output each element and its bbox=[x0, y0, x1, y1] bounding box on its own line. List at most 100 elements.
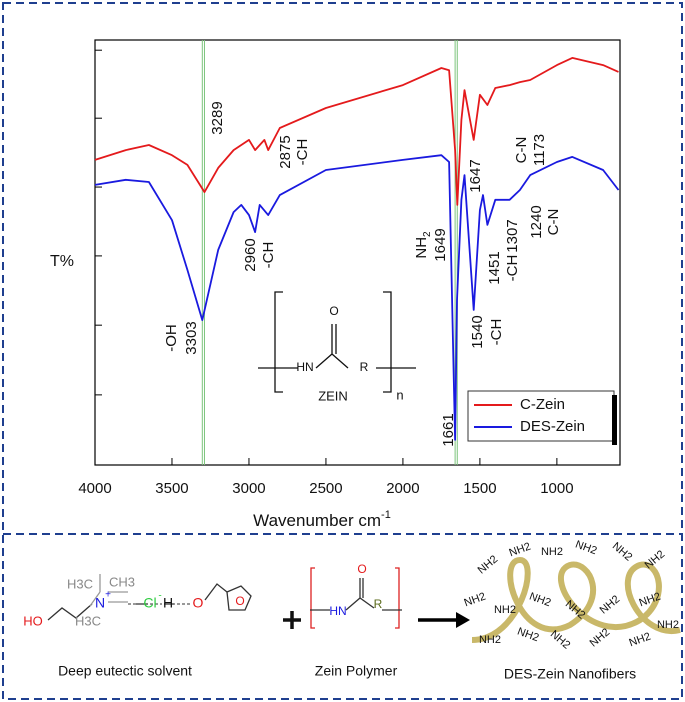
plus-sign bbox=[283, 611, 301, 629]
scheme-text: N bbox=[95, 595, 105, 611]
fiber-label: NH2 bbox=[588, 626, 613, 649]
scheme-text: HN bbox=[329, 604, 346, 618]
plot-frame bbox=[94, 39, 621, 466]
peak-annotation: C-N bbox=[513, 137, 530, 164]
peak-annotation-text: NH bbox=[413, 237, 430, 259]
scheme-bond bbox=[89, 574, 128, 607]
scheme-text: Zein Polymer bbox=[315, 663, 398, 679]
peak-annotation-text: -OH bbox=[163, 324, 180, 352]
x-tick-label: 4000 bbox=[78, 480, 111, 497]
legend-label: C-Zein bbox=[520, 396, 565, 413]
fiber-label: NH2 bbox=[541, 546, 563, 558]
fiber-label: NH2 bbox=[508, 541, 533, 560]
scheme-text: O bbox=[193, 595, 204, 611]
fiber-label: NH2 bbox=[598, 593, 623, 616]
peak-annotation-sub: 2 bbox=[422, 231, 433, 237]
x-tick-label: 1000 bbox=[540, 480, 573, 497]
fiber-label: NH2 bbox=[574, 539, 599, 558]
peak-annotation-text: -CH bbox=[260, 242, 277, 269]
peak-annotation: -CH bbox=[504, 255, 521, 282]
legend-box bbox=[467, 390, 615, 442]
x-axis-label: Wavenumber cm-1 bbox=[253, 509, 391, 531]
scheme-text: HO bbox=[23, 613, 43, 628]
peak-annotation: 2960 bbox=[242, 238, 259, 271]
fiber-label: NH2 bbox=[494, 604, 516, 616]
peak-annotation: -CH bbox=[488, 319, 505, 346]
scheme-bond bbox=[310, 567, 400, 629]
scheme-text: O bbox=[235, 594, 244, 608]
scheme-text: CH3 bbox=[109, 574, 135, 589]
x-tick-label: 3000 bbox=[232, 480, 265, 497]
x-axis-label-text: Wavenumber cm bbox=[253, 511, 381, 530]
peak-annotation: NH2 bbox=[413, 231, 433, 259]
inset-n: n bbox=[396, 387, 403, 402]
peak-annotation-text: 1540 bbox=[469, 315, 486, 348]
peak-annotation-text: C-N bbox=[513, 137, 530, 164]
scheme-bond bbox=[204, 583, 228, 601]
fiber-label: NH2 bbox=[516, 626, 541, 645]
scheme-bond bbox=[310, 578, 402, 611]
peak-annotation: 1240 bbox=[528, 205, 545, 238]
peak-annotation-text: -CH bbox=[504, 255, 521, 282]
scheme-text: H3C bbox=[67, 576, 93, 591]
inset-hn: HN bbox=[296, 360, 313, 374]
arrow-head bbox=[456, 612, 470, 628]
peak-annotation: 1173 bbox=[531, 134, 548, 166]
spectrum-line bbox=[94, 57, 619, 206]
peak-annotation-text: 1647 bbox=[467, 159, 484, 192]
peak-annotation-text: 1451 bbox=[486, 251, 503, 284]
scheme-bond bbox=[47, 603, 93, 621]
peak-annotation-text: -CH bbox=[294, 139, 311, 166]
peak-annotation: 1451 bbox=[486, 251, 503, 284]
peak-annotation: 3289 bbox=[209, 101, 226, 134]
inset-name: ZEIN bbox=[318, 388, 348, 403]
peak-annotation: 1307 bbox=[504, 219, 521, 252]
peak-annotation-text: 1649 bbox=[432, 228, 449, 261]
fiber-label: NH2 bbox=[463, 591, 488, 610]
peak-annotation: 2875 bbox=[277, 135, 294, 168]
legend-shadow bbox=[612, 395, 617, 445]
scheme-text: Cl bbox=[143, 595, 156, 611]
legend-label: DES-Zein bbox=[520, 418, 585, 435]
peak-annotation-text: C-N bbox=[545, 209, 562, 236]
fiber-label: NH2 bbox=[479, 634, 501, 646]
peak-annotation-text: 1307 bbox=[504, 219, 521, 252]
peak-annotation-text: 2875 bbox=[277, 135, 294, 168]
scheme-text: + bbox=[105, 590, 111, 601]
fiber-label: NH2 bbox=[476, 553, 501, 576]
scheme-text: Deep eutectic solvent bbox=[58, 663, 192, 679]
scheme-text: O bbox=[357, 562, 366, 576]
x-axis-label-sup: -1 bbox=[381, 509, 391, 521]
peak-annotation: 3303 bbox=[183, 321, 200, 354]
scheme-text: R bbox=[374, 597, 383, 611]
peak-annotation: C-N bbox=[545, 209, 562, 236]
x-tick-label: 2000 bbox=[386, 480, 419, 497]
peak-annotation-text: 1240 bbox=[528, 205, 545, 238]
peak-annotation-text: 1173 bbox=[531, 134, 548, 166]
fiber-label: NH2 bbox=[548, 628, 573, 651]
nanofiber bbox=[471, 556, 681, 643]
peak-annotation: 1647 bbox=[467, 159, 484, 192]
inset-bonds bbox=[258, 324, 416, 369]
fiber-label: NH2 bbox=[610, 540, 635, 563]
scheme-text: - bbox=[158, 591, 161, 602]
peak-annotation: -CH bbox=[294, 139, 311, 166]
peak-annotation-text: -CH bbox=[488, 319, 505, 346]
fiber-label: NH2 bbox=[628, 631, 653, 650]
inset-r: R bbox=[360, 360, 369, 374]
fiber-label: NH2 bbox=[528, 591, 553, 610]
peak-annotation: 1649 bbox=[432, 228, 449, 261]
peak-annotation: 1540 bbox=[469, 315, 486, 348]
peak-annotation-text: 3289 bbox=[209, 101, 226, 134]
furan-ring bbox=[226, 585, 252, 611]
scheme-text: H3C bbox=[75, 613, 101, 628]
peak-annotation-text: 3303 bbox=[183, 321, 200, 354]
scheme-text: H bbox=[163, 595, 173, 611]
fiber-label: NH2 bbox=[657, 619, 679, 631]
peak-annotation: -CH bbox=[260, 242, 277, 269]
x-tick-label: 3500 bbox=[155, 480, 188, 497]
